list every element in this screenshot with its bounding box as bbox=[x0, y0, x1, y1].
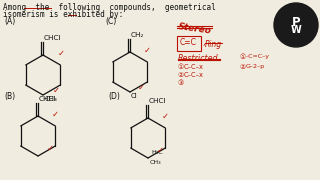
Text: C=C: C=C bbox=[180, 38, 197, 47]
Text: C–C–x: C–C–x bbox=[184, 72, 204, 78]
Text: ,: , bbox=[202, 38, 204, 47]
Text: (B): (B) bbox=[4, 92, 15, 101]
Text: H₃C: H₃C bbox=[152, 150, 163, 155]
Text: ✓: ✓ bbox=[52, 109, 59, 118]
Text: Restricted: Restricted bbox=[178, 54, 219, 63]
Text: ②: ② bbox=[240, 64, 246, 70]
Text: ✓: ✓ bbox=[157, 145, 164, 154]
Text: CHCl: CHCl bbox=[44, 35, 62, 41]
Text: ✓: ✓ bbox=[144, 46, 151, 55]
Text: (D): (D) bbox=[108, 92, 120, 101]
Text: G–2–p: G–2–p bbox=[246, 64, 265, 69]
Text: ✓: ✓ bbox=[162, 111, 169, 120]
Text: ③: ③ bbox=[178, 80, 184, 86]
Text: isomerism is exhibited by:: isomerism is exhibited by: bbox=[3, 10, 123, 19]
Text: ✓: ✓ bbox=[138, 82, 145, 91]
Text: CH₃: CH₃ bbox=[45, 96, 58, 102]
Text: Cl: Cl bbox=[131, 93, 138, 99]
Text: (C): (C) bbox=[105, 17, 116, 26]
Text: –C=C–y: –C=C–y bbox=[246, 54, 270, 59]
Text: ①: ① bbox=[240, 54, 246, 60]
Text: ①: ① bbox=[178, 64, 184, 70]
Text: CHCl: CHCl bbox=[39, 96, 57, 102]
Circle shape bbox=[274, 3, 318, 47]
Text: Ring: Ring bbox=[205, 40, 222, 49]
Text: ✓: ✓ bbox=[53, 86, 60, 94]
Text: ✓: ✓ bbox=[47, 143, 54, 152]
Text: CH₂: CH₂ bbox=[131, 32, 144, 38]
Text: (A): (A) bbox=[4, 17, 15, 26]
Text: CH₃: CH₃ bbox=[150, 160, 162, 165]
Text: ②: ② bbox=[178, 72, 184, 78]
Text: ✓: ✓ bbox=[58, 48, 65, 57]
Text: Stereo: Stereo bbox=[178, 22, 212, 36]
Text: P: P bbox=[292, 17, 300, 30]
Text: CHCl: CHCl bbox=[149, 98, 167, 104]
Text: C–C–x: C–C–x bbox=[184, 64, 204, 70]
Text: Among  the  following  compounds,  geometrical: Among the following compounds, geometric… bbox=[3, 3, 216, 12]
Text: W: W bbox=[291, 25, 301, 35]
